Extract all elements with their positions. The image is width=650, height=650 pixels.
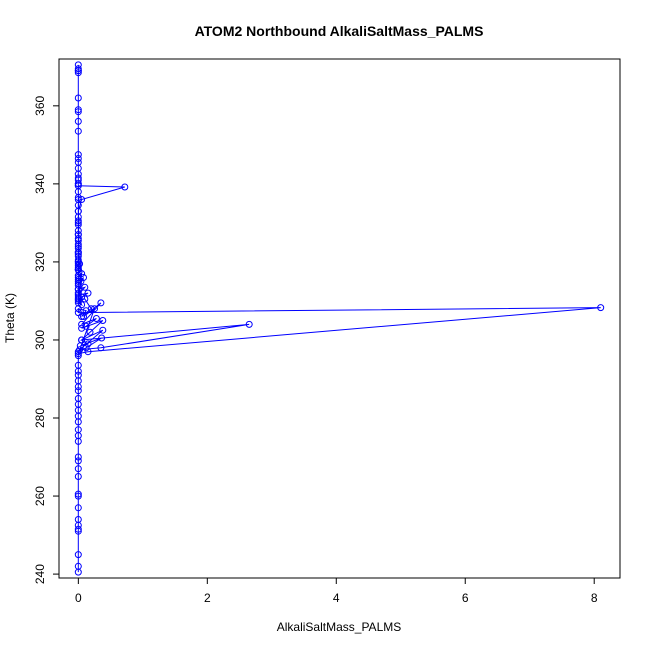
series-group bbox=[74, 61, 605, 576]
data-point bbox=[74, 277, 82, 285]
data-point bbox=[74, 106, 82, 114]
data-point bbox=[98, 334, 106, 342]
data-point bbox=[74, 94, 82, 102]
y-tick-label: 340 bbox=[33, 174, 47, 194]
data-point bbox=[97, 344, 105, 352]
data-point bbox=[74, 492, 82, 500]
data-point bbox=[80, 313, 87, 320]
data-point bbox=[74, 182, 82, 190]
chart-title: ATOM2 Northbound AlkaliSaltMass_PALMS bbox=[195, 23, 484, 39]
x-tick-label: 4 bbox=[333, 591, 340, 605]
data-point bbox=[99, 317, 107, 324]
data-point bbox=[74, 127, 82, 135]
data-point bbox=[84, 340, 92, 348]
data-point bbox=[81, 295, 89, 303]
data-point bbox=[91, 305, 98, 313]
data-point bbox=[74, 227, 82, 235]
data-point bbox=[74, 367, 82, 375]
data-point bbox=[74, 65, 82, 73]
data-point bbox=[74, 217, 82, 225]
y-tick-label: 320 bbox=[33, 252, 47, 272]
data-point bbox=[74, 352, 82, 360]
data-point bbox=[78, 320, 86, 328]
data-point bbox=[74, 180, 82, 188]
data-point bbox=[74, 305, 82, 313]
y-tick-label: 280 bbox=[33, 408, 47, 428]
data-point bbox=[74, 504, 82, 512]
data-point bbox=[82, 307, 90, 315]
data-point bbox=[74, 551, 82, 559]
data-point bbox=[82, 344, 90, 352]
data-point bbox=[74, 568, 82, 576]
data-point bbox=[74, 350, 82, 358]
data-point bbox=[74, 155, 82, 162]
x-tick-label: 8 bbox=[591, 591, 598, 605]
plot-frame bbox=[58, 58, 621, 579]
data-point bbox=[74, 465, 82, 473]
x-tick-label: 2 bbox=[204, 591, 211, 605]
y-tick-label: 240 bbox=[33, 564, 47, 584]
data-point bbox=[74, 250, 82, 258]
y-tick-label: 360 bbox=[33, 95, 47, 115]
data-point bbox=[74, 490, 82, 498]
data-point bbox=[84, 348, 92, 356]
data-point bbox=[74, 108, 82, 116]
data-point bbox=[81, 283, 89, 291]
data-point bbox=[74, 383, 82, 391]
data-point bbox=[74, 387, 82, 395]
data-point bbox=[74, 258, 82, 266]
data-point bbox=[97, 299, 105, 307]
data-point bbox=[245, 320, 253, 328]
data-point bbox=[74, 457, 82, 465]
x-tick-label: 6 bbox=[462, 591, 469, 605]
y-axis: 240 260 280 300 320 340 360 bbox=[33, 95, 60, 584]
data-point bbox=[86, 328, 94, 336]
series-line bbox=[77, 64, 601, 573]
data-point bbox=[78, 324, 86, 332]
data-point bbox=[74, 69, 82, 77]
y-axis-label: Theta (K) bbox=[3, 293, 17, 343]
data-point bbox=[74, 309, 82, 317]
data-point bbox=[78, 196, 86, 203]
x-axis: 0 2 4 6 8 bbox=[75, 577, 598, 605]
data-point bbox=[74, 418, 82, 426]
data-point bbox=[597, 304, 605, 312]
data-point bbox=[74, 437, 82, 445]
x-axis-label: AlkaliSaltMass_PALMS bbox=[277, 620, 402, 634]
data-point bbox=[74, 473, 82, 480]
data-point bbox=[74, 231, 82, 239]
data-point bbox=[74, 453, 82, 461]
data-point bbox=[74, 240, 82, 248]
data-point bbox=[84, 289, 92, 297]
data-point bbox=[82, 322, 90, 330]
y-tick-label: 300 bbox=[33, 330, 47, 350]
data-point bbox=[74, 525, 82, 533]
data-point bbox=[99, 326, 107, 334]
data-point bbox=[121, 183, 129, 191]
data-point bbox=[74, 348, 82, 356]
data-point bbox=[74, 67, 82, 75]
data-point bbox=[92, 315, 100, 322]
y-tick-label: 260 bbox=[33, 486, 47, 506]
data-point bbox=[74, 219, 82, 227]
data-point bbox=[74, 207, 82, 215]
data-point bbox=[74, 527, 82, 535]
data-point bbox=[74, 242, 82, 250]
x-tick-label: 0 bbox=[75, 591, 82, 605]
data-point bbox=[80, 274, 87, 281]
data-point bbox=[74, 117, 82, 125]
data-point bbox=[74, 151, 82, 159]
